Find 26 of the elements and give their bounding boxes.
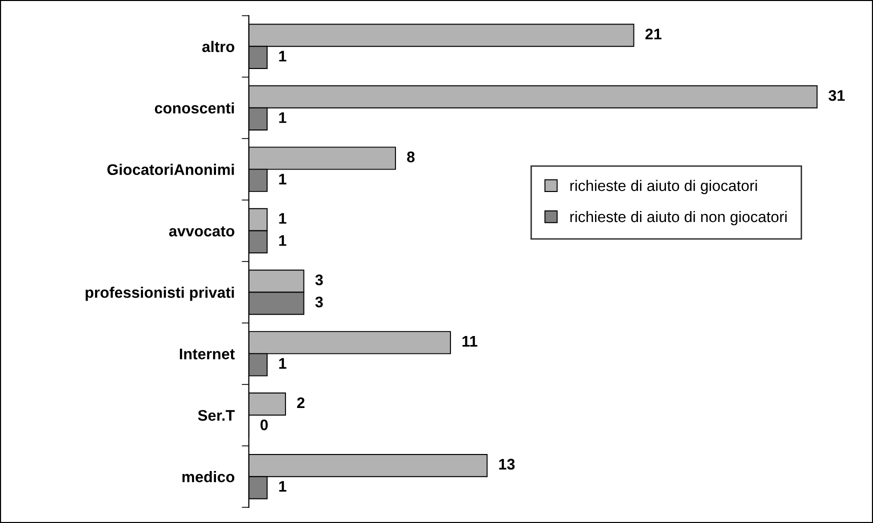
y-tick-label: Ser.T — [198, 410, 235, 421]
legend-label: richieste di aiuto di giocatori — [570, 180, 757, 194]
data-label: 1 — [279, 481, 286, 492]
data-label: 3 — [315, 274, 323, 286]
data-label: 1 — [279, 112, 286, 123]
y-tick-label: avvocato — [169, 226, 234, 236]
y-tick-label: altro — [202, 40, 234, 52]
y-tick-label: GiocatoriAnonimi — [107, 164, 234, 176]
data-label: 1 — [279, 213, 286, 224]
y-tick-label: Internet — [180, 348, 235, 360]
data-label: 0 — [260, 419, 268, 430]
data-label: 8 — [407, 152, 415, 162]
data-label: 1 — [279, 235, 286, 246]
y-tick-label: conoscenti — [154, 102, 234, 114]
data-label: 1 — [279, 50, 286, 62]
y-tick-label: medico — [182, 471, 234, 482]
legend-label: richieste di aiuto di non giocatori — [570, 210, 787, 226]
data-label: 3 — [315, 296, 323, 308]
data-label: 1 — [279, 358, 286, 369]
y-tick-label: professionisti privati — [86, 286, 234, 301]
data-label: 21 — [645, 28, 662, 40]
data-label: 11 — [462, 336, 478, 347]
data-label: 2 — [297, 397, 304, 408]
data-label: 13 — [499, 458, 515, 470]
data-label: 31 — [828, 90, 845, 101]
data-label: 1 — [279, 174, 286, 184]
